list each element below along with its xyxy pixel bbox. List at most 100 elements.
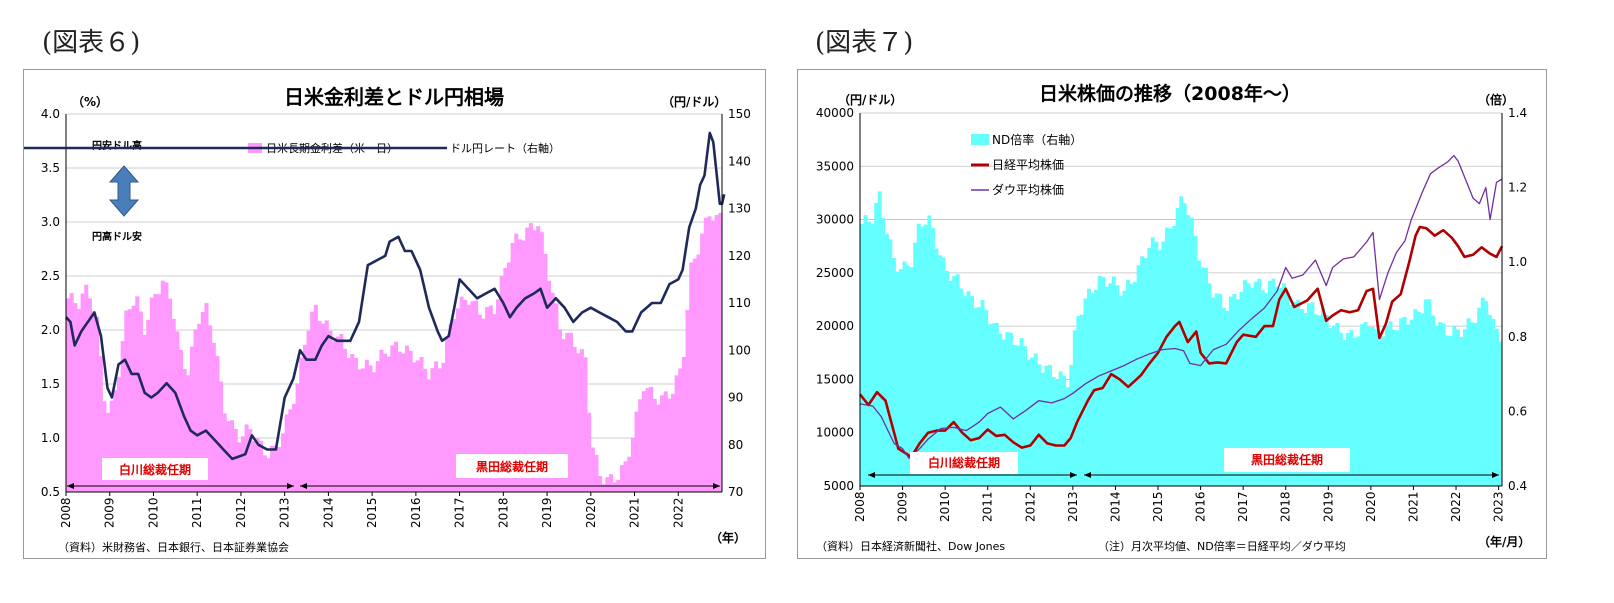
fig7-x-tick-label: 2014 <box>1108 491 1122 522</box>
fig6-bar <box>579 349 584 492</box>
fig6-bar <box>565 332 570 492</box>
fig7-bar <box>1484 301 1489 486</box>
fig7-bar <box>1126 279 1130 486</box>
fig6-bar <box>692 258 697 492</box>
figure6-period-shirakawa: 白川総裁任期 <box>102 458 208 480</box>
fig6-x-tick-label: 2016 <box>409 497 423 528</box>
fig7-x-tick-label: 2021 <box>1406 491 1420 522</box>
fig6-bar <box>590 447 595 492</box>
fig7-bar <box>1207 283 1212 486</box>
fig6-bar <box>401 353 406 492</box>
fig7-bar <box>1377 332 1382 486</box>
fig7-bar <box>920 226 925 486</box>
fig7-bar <box>1172 226 1177 486</box>
fig6-bar <box>324 320 329 492</box>
figure7-note: （注）月次平均値、ND倍率＝日経平均／ダウ平均 <box>1098 539 1346 553</box>
fig6-bar <box>182 368 187 492</box>
fig7-bar <box>1285 292 1290 486</box>
fig6-bar <box>361 368 366 492</box>
fig6-y2-tick-label: 140 <box>728 154 751 168</box>
fig6-bar <box>649 386 654 492</box>
fig6-bar <box>583 357 588 492</box>
fig6-bar <box>284 414 289 492</box>
fig7-bar <box>1232 293 1237 486</box>
fig6-x-tick-label: 2008 <box>59 497 73 528</box>
fig6-x-tick-label: 2018 <box>496 497 510 528</box>
fig6-bar <box>423 368 428 492</box>
fig7-bar <box>1303 313 1308 486</box>
fig6-bar <box>681 356 686 492</box>
fig7-bar <box>941 257 946 486</box>
fig6-bar <box>711 220 716 493</box>
fig7-bar <box>1087 288 1091 486</box>
fig7-bar <box>1225 310 1230 486</box>
fig7-bar <box>1235 299 1240 486</box>
fig6-y2-tick-label: 80 <box>728 438 743 452</box>
fig6-bar <box>437 368 442 492</box>
fig7-bar <box>1196 260 1201 486</box>
fig6-bar <box>397 351 402 492</box>
fig7-bar <box>1413 309 1418 486</box>
fig6-bar <box>193 329 198 492</box>
fig7-bar <box>1019 338 1024 486</box>
fig6-bar <box>496 299 501 492</box>
fig6-x-tick-label: 2011 <box>190 497 204 528</box>
fig7-bar <box>1331 326 1336 486</box>
fig7-bar <box>1392 329 1396 486</box>
fig6-bar <box>667 398 672 492</box>
fig7-bar <box>1459 336 1464 486</box>
fig7-bar <box>1090 293 1095 486</box>
figure6-source: （資料）米財務省、日本銀行、日本証券業協会 <box>58 540 289 554</box>
fig7-bar <box>1431 315 1436 486</box>
fig7-bar <box>1349 330 1354 486</box>
figure6-label: (図表６) <box>42 28 141 58</box>
fig6-bar <box>656 404 661 492</box>
fig6-bar <box>113 390 118 492</box>
fig6-x-tick-label: 2013 <box>278 497 292 528</box>
fig7-y-tick-label: 35000 <box>816 159 854 173</box>
fig7-bar <box>1388 321 1393 486</box>
fig7-bar <box>1051 376 1056 486</box>
fig7-y-tick-label: 30000 <box>816 213 854 227</box>
fig7-bar <box>881 217 886 486</box>
legend-dow-label: ダウ平均株価 <box>992 182 1064 197</box>
fig6-x-tick-label: 2020 <box>584 497 598 528</box>
fig7-bar <box>1338 332 1343 486</box>
fig6-bar <box>492 314 497 492</box>
fig6-bar <box>627 456 632 492</box>
fig7-bar <box>1079 314 1084 486</box>
figure6-legend: 日米長期金利差（米ー日） ドル円レート（右軸） <box>24 141 560 155</box>
fig6-bar <box>470 301 475 492</box>
fig6-bar <box>645 388 650 492</box>
fig6-bar <box>594 454 599 492</box>
fig6-bar <box>332 341 337 492</box>
fig7-bar <box>1221 307 1226 486</box>
fig7-x-tick-label: 2017 <box>1236 491 1250 522</box>
fig7-bar <box>1491 318 1496 486</box>
fig7-bar <box>1062 375 1067 486</box>
fig7-x-tick-label: 2012 <box>1023 491 1037 522</box>
figure7-legend: ND倍率（右軸） 日経平均株価 ダウ平均株価 <box>971 132 1082 197</box>
fig7-bar <box>1189 217 1194 486</box>
legend-fx-label: ドル円レート（右軸） <box>450 141 560 155</box>
figure7-chart: 日米株価の推移（2008年～） （円/ドル） （倍） 5000 10000 1500… <box>816 82 1531 553</box>
fig7-bar <box>1200 267 1205 486</box>
fig6-bar <box>412 362 417 492</box>
fig6-bar <box>208 325 213 492</box>
fig6-bar <box>211 342 216 492</box>
fig7-bar <box>923 224 928 487</box>
fig7-bar <box>1470 322 1475 486</box>
fig7-bar <box>966 291 971 486</box>
fig6-bar <box>95 316 100 492</box>
fig6-bar <box>146 319 151 492</box>
fig7-x-tick-label: 2013 <box>1066 491 1080 522</box>
fig7-bar <box>899 269 903 486</box>
fig7-bar <box>1289 304 1294 486</box>
fig6-bar <box>259 440 264 492</box>
fig7-bar <box>994 322 999 486</box>
fig6-bar <box>572 346 577 492</box>
fig7-bar <box>1306 303 1311 486</box>
fig6-y-tick-label: 3.5 <box>41 161 60 175</box>
fig7-bar <box>1111 276 1116 486</box>
fig6-x-tick-label: 2015 <box>365 497 379 528</box>
